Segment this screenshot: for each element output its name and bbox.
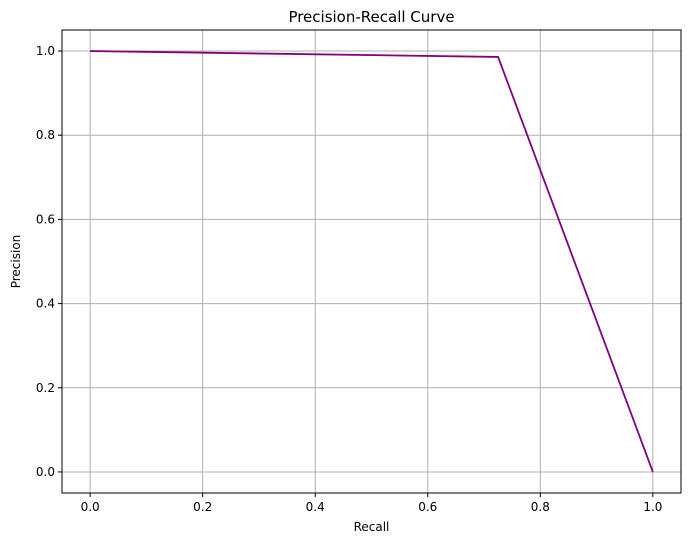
chart-title: Precision-Recall Curve: [288, 8, 454, 26]
x-tick-label: 0.2: [193, 500, 212, 514]
x-tick-label: 1.0: [643, 500, 662, 514]
y-tick-label: 1.0: [36, 44, 55, 58]
plot-frame: [61, 29, 682, 494]
y-tick-label: 0.8: [36, 128, 55, 142]
y-tick-label: 0.0: [36, 465, 55, 479]
x-tick-label: 0.6: [418, 500, 437, 514]
x-tick-label: 0.4: [306, 500, 325, 514]
precision-recall-line: [90, 50, 654, 473]
y-tick-label: 0.4: [36, 297, 55, 311]
y-tick-label: 0.6: [36, 212, 55, 226]
ticks: 0.0 0.2 0.4 0.6 0.8 1.0 0.0 0.2 0.4 0.6 0.8 1.0: [36, 44, 663, 514]
x-tick-label: 0.8: [531, 500, 550, 514]
x-tick-label: 0.0: [81, 500, 100, 514]
y-tick-label: 0.2: [36, 381, 55, 395]
series-layer: [90, 50, 654, 473]
x-axis-label: Recall: [354, 520, 390, 534]
grid: [62, 30, 681, 493]
y-axis-label: Precision: [9, 235, 23, 289]
